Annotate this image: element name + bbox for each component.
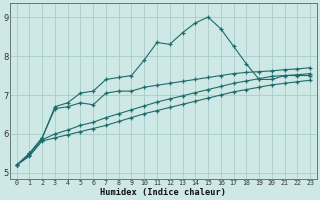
X-axis label: Humidex (Indice chaleur): Humidex (Indice chaleur) bbox=[100, 188, 226, 197]
